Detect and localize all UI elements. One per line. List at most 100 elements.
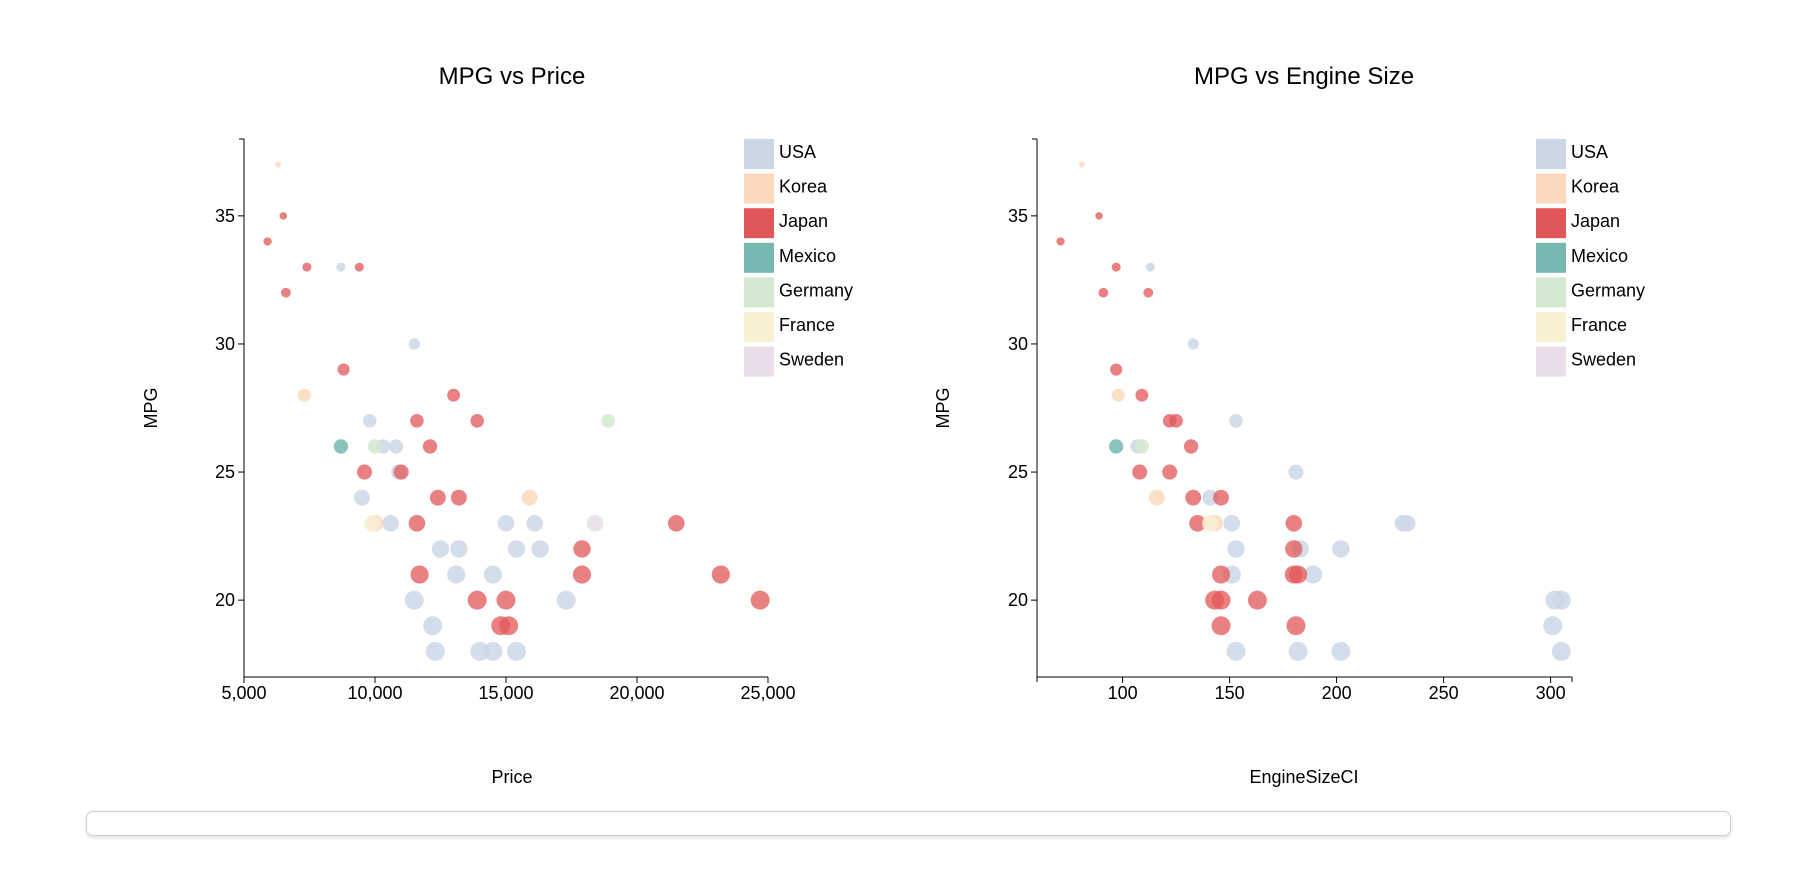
point-usa [450, 540, 468, 558]
legend: USA Korea Japan Mexico Germany France Sweden [1536, 139, 1645, 377]
point-japan [337, 363, 350, 376]
legend-label-japan: Japan [779, 211, 828, 231]
point-usa [1332, 540, 1350, 558]
legend-label-germany: Germany [779, 280, 853, 300]
point-japan [1169, 414, 1183, 428]
point-japan [1213, 489, 1229, 506]
point-japan [1286, 616, 1306, 636]
y-axis-label: MPG [141, 387, 161, 428]
point-japan [572, 565, 592, 584]
point-japan [1247, 590, 1267, 610]
point-japan [450, 489, 467, 506]
point-usa [404, 590, 424, 610]
legend-swatch-france [1536, 312, 1566, 342]
point-usa [1227, 540, 1245, 558]
x-axis-label: Price [491, 767, 532, 787]
y-tick-label: 35 [215, 206, 235, 226]
y-tick-label: 25 [1008, 462, 1028, 482]
legend-swatch-usa [744, 139, 774, 169]
point-japan [711, 565, 730, 584]
point-japan [354, 262, 364, 272]
axes: 20 25 30 35 5,000 10,000 15,000 20,000 25,000 [215, 138, 796, 703]
point-usa [1288, 464, 1304, 480]
axes: 20 25 30 35 100 150 200 250 300 [1008, 138, 1573, 703]
legend-swatch-france [744, 312, 774, 342]
point-usa [506, 641, 526, 661]
point-japan [302, 262, 312, 272]
point-usa [447, 565, 466, 584]
point-usa [1551, 590, 1571, 610]
point-mexico [333, 439, 349, 454]
point-japan [1211, 616, 1231, 636]
point-japan [1132, 464, 1148, 480]
point-germany [601, 414, 615, 428]
point-japan [667, 514, 685, 532]
legend-swatch-sweden [1536, 346, 1566, 377]
point-japan [1285, 514, 1303, 532]
point-japan [393, 464, 409, 480]
point-usa [1398, 514, 1416, 532]
legend-label-korea: Korea [779, 177, 828, 197]
legend-swatch-mexico [744, 242, 774, 273]
point-usa [531, 540, 549, 558]
chart-price: MPG vs Price Price MPG 20 25 30 35 5,000 10,0… [141, 63, 853, 787]
point-japan [1111, 262, 1121, 272]
point-japan [1098, 287, 1109, 298]
point-japan [447, 388, 461, 402]
legend-label-sweden: Sweden [779, 350, 844, 370]
y-tick-label: 35 [1008, 206, 1028, 226]
point-japan [1289, 565, 1308, 584]
point-france [1202, 514, 1219, 532]
point-usa [556, 590, 576, 610]
points [1056, 161, 1571, 661]
x-tick-label: 5,000 [221, 683, 266, 703]
chart-title: MPG vs Price [439, 63, 586, 90]
y-tick-label: 20 [215, 590, 235, 610]
point-korea [297, 388, 311, 402]
point-japan [1185, 489, 1202, 506]
point-japan [408, 514, 426, 532]
point-usa [423, 616, 443, 636]
point-japan [496, 590, 516, 610]
point-usa [483, 641, 503, 661]
point-japan [281, 287, 291, 298]
bottom-scrollbar[interactable] [86, 811, 1731, 836]
point-usa [388, 439, 404, 454]
legend-label-japan: Japan [1571, 211, 1620, 231]
legend-label-mexico: Mexico [779, 246, 836, 266]
chart-title: MPG vs Engine Size [1194, 63, 1414, 90]
point-japan [1095, 212, 1103, 220]
point-usa [1145, 262, 1155, 272]
point-usa [362, 414, 377, 428]
legend-label-germany: Germany [1571, 280, 1645, 300]
y-tick-label: 20 [1008, 590, 1028, 610]
legend-label-korea: Korea [1571, 177, 1620, 197]
point-japan [1189, 514, 1206, 532]
point-japan [410, 565, 429, 584]
legend-label-usa: USA [1571, 142, 1608, 162]
legend-swatch-germany [1536, 277, 1566, 308]
point-japan [1211, 590, 1231, 610]
point-mexico [1109, 439, 1124, 454]
point-japan [470, 414, 484, 428]
point-japan [279, 212, 288, 220]
point-japan [429, 489, 446, 506]
x-tick-label: 200 [1322, 683, 1352, 703]
x-tick-label: 15,000 [478, 683, 533, 703]
point-japan [1285, 540, 1303, 558]
legend-swatch-korea [1536, 173, 1566, 204]
point-korea [1078, 161, 1085, 168]
x-tick-label: 300 [1536, 683, 1566, 703]
point-japan [750, 590, 770, 610]
point-usa [1223, 514, 1241, 532]
point-usa [1551, 641, 1571, 661]
point-japan [1162, 464, 1178, 480]
y-tick-label: 30 [1008, 334, 1028, 354]
legend-swatch-japan [744, 208, 774, 239]
point-usa [497, 514, 515, 532]
point-japan [1135, 388, 1149, 402]
point-usa [526, 514, 544, 532]
legend-swatch-sweden [744, 346, 774, 377]
chart-engine-size: MPG vs Engine Size EngineSizeCI MPG 20 25… [933, 63, 1645, 787]
